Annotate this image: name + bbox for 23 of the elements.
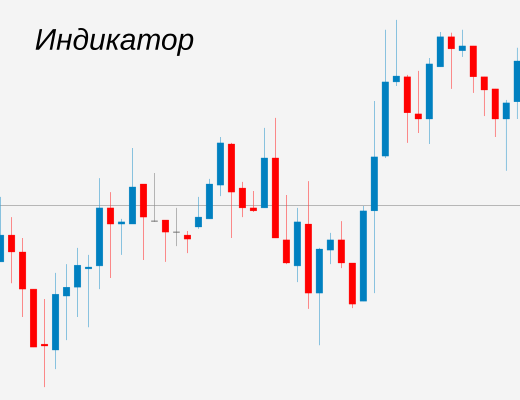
candlestick: [480, 76, 488, 116]
candlestick: [85, 254, 92, 328]
candlestick: [41, 298, 48, 388]
candlestick: [107, 192, 114, 278]
candlestick: [502, 100, 510, 172]
candlestick: [172, 208, 180, 246]
candlestick: [338, 220, 345, 268]
candlestick: [162, 220, 169, 262]
candlestick: [282, 194, 290, 264]
chart-title: Индикатор: [36, 28, 194, 56]
candlestick: [392, 20, 400, 86]
candlestick: [194, 196, 202, 230]
candlestick: [118, 218, 125, 256]
candlestick: [74, 248, 81, 318]
candlestick: [238, 182, 246, 218]
candlestick: [184, 230, 191, 254]
candlestick: [448, 32, 455, 90]
candlestick: [414, 70, 422, 134]
candlestick: [458, 29, 466, 58]
candlestick: [326, 232, 334, 264]
candlestick: [8, 216, 15, 284]
candlestick: [250, 190, 257, 212]
candlestick: [63, 264, 70, 340]
